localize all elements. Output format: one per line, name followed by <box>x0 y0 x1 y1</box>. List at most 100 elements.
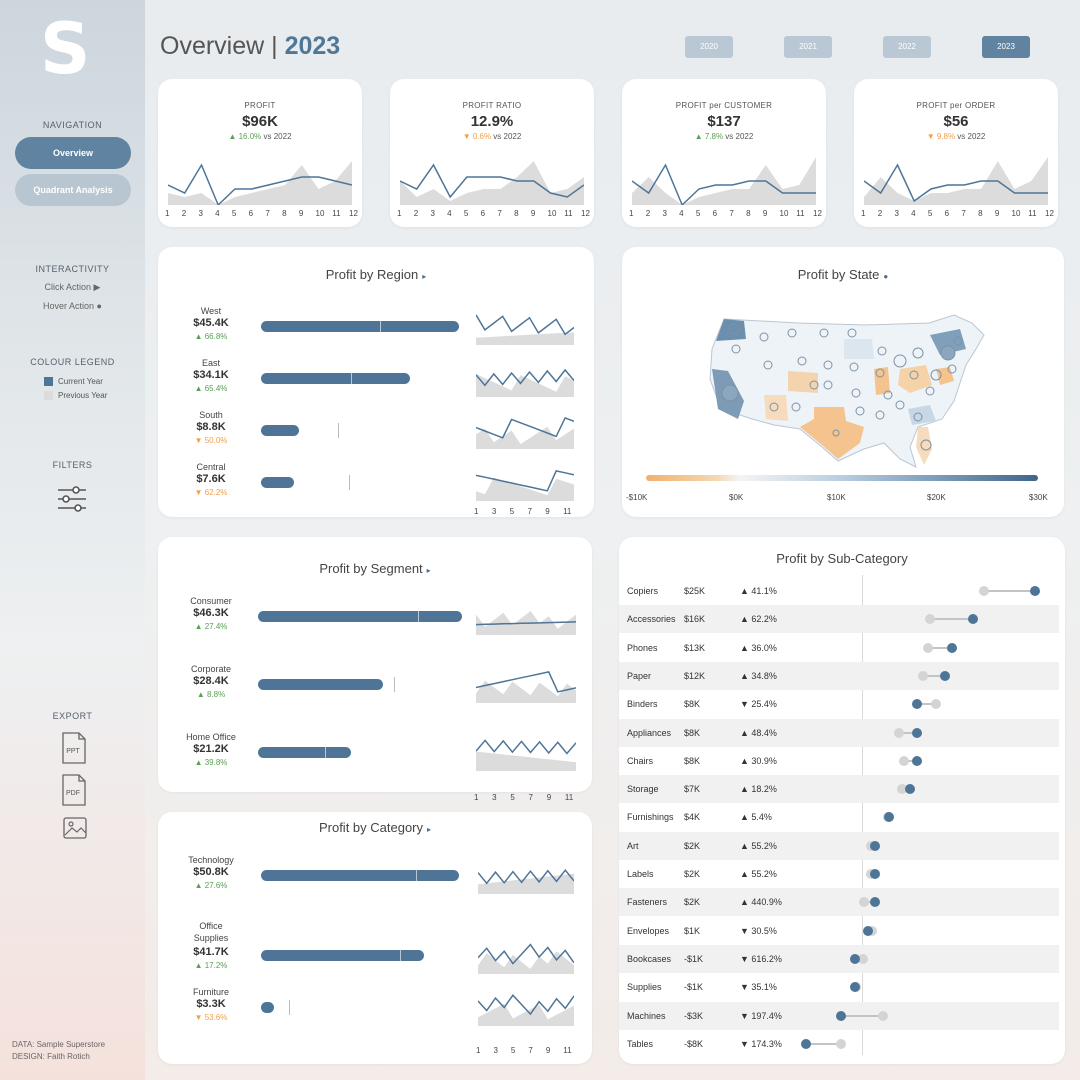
month-tick-label: 10 <box>547 209 557 218</box>
month-tick-label: 11 <box>796 209 805 218</box>
subcategory-row[interactable]: Storage $7K ▲ 18.2% <box>619 775 1059 804</box>
row-sparkline-previous-area <box>476 680 576 703</box>
previous-year-marker <box>399 950 401 961</box>
month-tick-label: 8 <box>282 209 287 218</box>
profit-by-category-title[interactable]: Profit by Category ▸ <box>158 820 592 835</box>
breakdown-row[interactable]: East $34.1K ▲ 65.4% <box>158 357 594 409</box>
breakdown-row[interactable]: Home Office $21.2K ▲ 39.8% <box>158 731 592 799</box>
subcategory-row[interactable]: Furnishings $4K ▲ 5.4% <box>619 803 1059 831</box>
colour-legend-heading: COLOUR LEGEND <box>30 357 115 367</box>
subcategory-name: Accessories <box>627 614 676 625</box>
row-change: ▲ 66.8% <box>194 332 228 341</box>
state-florida[interactable] <box>916 427 932 465</box>
month-tick-label: 11 <box>563 1046 572 1055</box>
page-title-text: Overview | <box>160 32 278 60</box>
dumbbell-connector <box>917 703 936 706</box>
year-button-2021[interactable]: 2021 <box>784 36 832 58</box>
current-year-dot <box>870 869 881 879</box>
state-minnesota-region[interactable] <box>844 339 874 359</box>
kpi-change: ▼ 0.6% vs 2022 <box>390 132 594 141</box>
kpi-card[interactable]: PROFIT per CUSTOMER $137 ▲ 7.8% vs 2022 1 2 3… <box>622 79 826 227</box>
export-ppt-icon[interactable]: PPT <box>60 732 88 764</box>
subcategory-row[interactable]: Envelopes $1K ▼ 30.5% <box>619 917 1059 945</box>
kpi-card[interactable]: PROFIT per ORDER $56 ▼ 9.8% vs 2022 1 2 3 4 5 6 7… <box>854 79 1058 227</box>
current-year-dot <box>946 642 957 653</box>
row-name: Office Supplies <box>193 921 229 943</box>
previous-year-dot <box>918 670 929 681</box>
row-value: $21.2K <box>193 743 229 755</box>
state-arizona[interactable] <box>764 395 788 421</box>
subcategory-change: ▲ 5.4% <box>740 812 772 823</box>
month-tick-label: 3 <box>198 209 203 218</box>
profit-by-state-title-text: Profit by State <box>797 267 880 282</box>
year-button-2023[interactable]: 2023 <box>982 36 1030 58</box>
row-value: $7.6K <box>196 473 226 485</box>
subcategory-row[interactable]: Art $2K ▲ 55.2% <box>619 831 1059 860</box>
month-tick-label: 1 <box>474 793 479 802</box>
subcategory-row[interactable]: Tables -$8K ▼ 174.3% <box>619 1030 1059 1058</box>
export-pdf-icon[interactable]: PDF <box>60 774 88 806</box>
row-change: ▲ 65.4% <box>194 384 228 393</box>
current-year-dot <box>835 1010 846 1021</box>
kpi-change-suffix: vs 2022 <box>955 132 986 141</box>
breakdown-row[interactable]: West $45.4K ▲ 66.8% <box>158 305 594 357</box>
state-texas[interactable] <box>800 407 864 459</box>
subcategory-row[interactable]: Labels $2K ▲ 55.2% <box>619 860 1059 888</box>
profit-by-region-title[interactable]: Profit by Region ▸ <box>158 267 594 282</box>
month-tick-label: 3 <box>491 507 497 516</box>
subcategory-row[interactable]: Phones $13K ▲ 36.0% <box>619 634 1059 662</box>
subcategory-row[interactable]: Binders $8K ▼ 25.4% <box>619 690 1059 718</box>
month-tick-label: 1 <box>476 1046 481 1055</box>
click-action-arrow-icon: ▸ <box>427 825 432 834</box>
subcategory-row[interactable]: Paper $12K ▲ 34.8% <box>619 661 1059 690</box>
year-button-2022[interactable]: 2022 <box>883 36 931 58</box>
subcategory-row[interactable]: Machines -$3K ▼ 197.4% <box>619 1001 1059 1030</box>
breakdown-row[interactable]: Consumer $46.3K ▲ 27.4% <box>158 595 592 663</box>
breakdown-row[interactable]: Corporate $28.4K ▲ 8.8% <box>158 663 592 731</box>
nav-overview-button[interactable]: Overview <box>15 137 131 169</box>
subcategory-row[interactable]: Bookcases -$1K ▼ 616.2% <box>619 944 1059 973</box>
export-image-icon[interactable] <box>62 816 88 840</box>
row-name: South <box>199 410 223 420</box>
row-sparkline-previous-area <box>478 1003 574 1026</box>
current-year-dot <box>870 840 881 851</box>
breakdown-row[interactable]: South $8.8K ▼ 50.0% <box>158 409 594 461</box>
breakdown-row[interactable]: Technology $50.8K ▲ 27.6% <box>158 854 592 920</box>
month-tick-label: 6 <box>248 209 254 218</box>
nav-quadrant-analysis-button[interactable]: Quadrant Analysis <box>15 174 131 206</box>
scale-label: $30K <box>1029 493 1048 502</box>
subcategory-row[interactable]: Appliances $8K ▲ 48.4% <box>619 718 1059 747</box>
subcategory-name: Labels <box>627 869 654 879</box>
kpi-value: $56 <box>943 113 969 130</box>
breakdown-row[interactable]: Furniture $3.3K ▼ 53.6% <box>158 986 592 1052</box>
month-tick-label: 1 <box>165 209 170 218</box>
profit-by-state-title[interactable]: Profit by State ● <box>622 267 1064 282</box>
current-year-bar <box>258 747 352 758</box>
state-pennsylvania[interactable] <box>936 367 954 385</box>
month-tick-label: 5 <box>509 507 515 516</box>
subcategory-value: $12K <box>684 670 706 681</box>
breakdown-row[interactable]: Office Supplies $41.7K ▲ 17.2% <box>158 920 592 986</box>
subcategory-row[interactable]: Supplies -$1K ▼ 35.1% <box>619 973 1059 1001</box>
state-washington[interactable] <box>716 319 746 341</box>
state-colorado[interactable] <box>788 371 818 393</box>
kpi-card[interactable]: PROFIT RATIO 12.9% ▼ 0.6% vs 2022 1 2 3 4 5 6 7 8 9… <box>390 79 594 227</box>
profit-by-segment-title[interactable]: Profit by Segment ▸ <box>158 561 592 576</box>
year-button-2020[interactable]: 2020 <box>685 36 733 58</box>
navigation-heading: NAVIGATION <box>42 120 103 130</box>
subcategory-row[interactable]: Chairs $8K ▲ 30.9% <box>619 747 1059 775</box>
state-new-york[interactable] <box>930 329 966 355</box>
breakdown-row[interactable]: Central $7.6K ▼ 62.2% <box>158 461 594 513</box>
filters-sliders-icon[interactable] <box>56 485 88 513</box>
row-change: ▼ 50.0% <box>194 436 228 445</box>
kpi-sparkline-previous-area <box>632 157 816 205</box>
subcategory-row[interactable]: Accessories $16K ▲ 62.2% <box>619 605 1059 634</box>
kpi-card[interactable]: PROFIT $96K ▲ 16.0% vs 2022 1 2 3 4 5 6 7 8 9 10 11 12 <box>158 79 362 227</box>
subcategory-row[interactable]: Copiers $25K ▲ 41.1% <box>619 577 1059 605</box>
state-illinois[interactable] <box>874 367 890 395</box>
month-tick-label: 7 <box>528 793 533 802</box>
us-state-map[interactable] <box>704 309 994 469</box>
subcategory-value: $4K <box>684 812 701 823</box>
row-sparkline <box>476 470 574 501</box>
subcategory-row[interactable]: Fasteners $2K ▲ 440.9% <box>619 888 1059 917</box>
